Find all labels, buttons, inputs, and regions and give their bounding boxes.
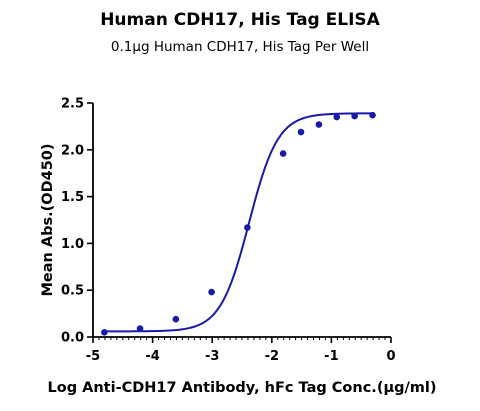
x-tick-label: -3 <box>205 349 219 364</box>
data-point <box>101 329 108 336</box>
data-point <box>136 325 144 332</box>
y-tick-label: 1.0 <box>61 237 84 252</box>
data-point <box>369 111 376 119</box>
y-tick-label: 1.5 <box>61 190 84 205</box>
fit-curve <box>104 112 373 333</box>
y-axis-title: Mean Abs.(OD450) <box>40 143 56 296</box>
data-point <box>172 315 180 323</box>
fit-curve-group <box>104 112 373 333</box>
data-point <box>351 112 358 120</box>
data-point <box>279 150 287 157</box>
chart-subtitle: 0.1μg Human CDH17, His Tag Per Well <box>110 39 370 55</box>
data-point <box>315 121 323 128</box>
x-axis-title: Log Anti-CDH17 Antibody, hFc Tag Conc.(μ… <box>48 380 437 396</box>
x-tick-label: -1 <box>324 349 338 364</box>
data-point <box>244 224 251 231</box>
x-tick-label: -4 <box>145 349 159 364</box>
data-point <box>208 288 215 296</box>
y-tick-label: 0.5 <box>61 284 84 299</box>
axes: -5 -4 -3 -2 -1 0 0.0 0.5 1.0 1.5 2.0 2.5 <box>61 97 396 365</box>
data-point <box>297 128 305 136</box>
x-tick-label: -2 <box>265 349 279 364</box>
x-tick-label: -5 <box>86 349 100 364</box>
y-tick-label: 2.5 <box>61 97 84 112</box>
y-tick-label: 0.0 <box>61 331 84 346</box>
data-points <box>101 111 376 336</box>
data-point <box>333 113 341 121</box>
chart-title: Human CDH17, His Tag ELISA <box>100 10 380 30</box>
x-tick-label: 0 <box>386 349 395 364</box>
y-tick-label: 2.0 <box>61 143 84 158</box>
